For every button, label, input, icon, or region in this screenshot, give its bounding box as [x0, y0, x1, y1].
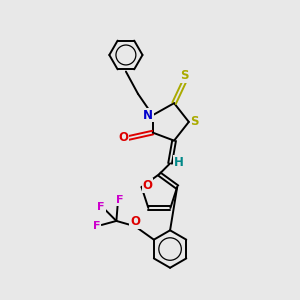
Text: F: F: [98, 202, 105, 212]
Text: H: H: [174, 155, 184, 169]
Text: F: F: [116, 195, 124, 205]
Text: S: S: [190, 116, 199, 128]
Text: O: O: [130, 215, 140, 228]
Text: O: O: [142, 179, 152, 192]
Text: F: F: [92, 221, 100, 231]
Text: S: S: [181, 69, 189, 82]
Text: O: O: [119, 131, 129, 145]
Text: N: N: [143, 109, 153, 122]
